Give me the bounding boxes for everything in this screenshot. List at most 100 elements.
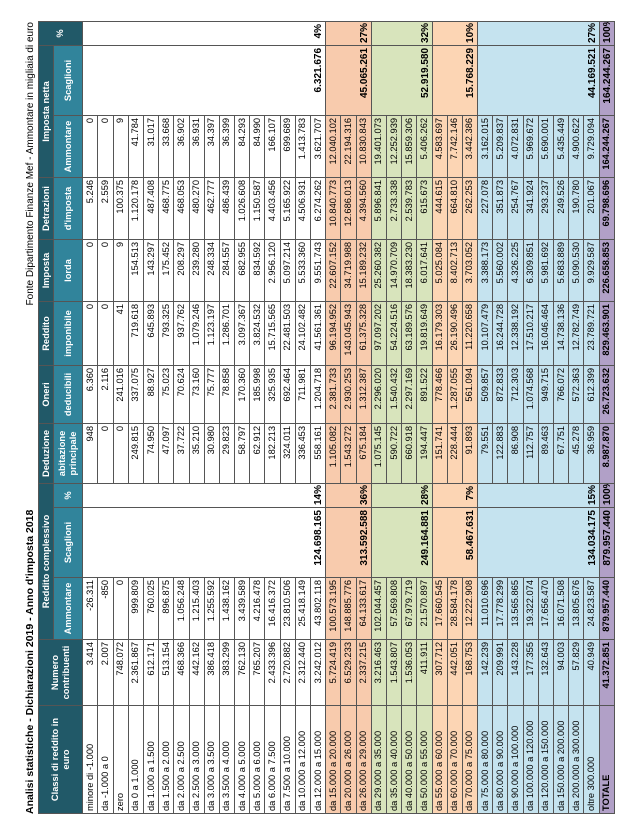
value-cell: 5.724.419 [325,639,341,706]
value-cell: 143.045.943 [340,301,357,366]
value-cell: 645.893 [143,301,159,366]
value-cell: 9 [113,115,129,178]
table-body: minore di -1.000 3.414 -26.311 124.698.165 1… [82,21,615,814]
value-cell: 664.810 [447,177,463,240]
value-cell: 228.444 [447,423,463,484]
value-cell: 0 [97,423,114,484]
value-cell: 2.116 [97,365,114,424]
percent-cell: 100% [599,21,615,46]
value-cell: 2.296.020 [371,365,387,424]
class-cell: da 3.500 a 4.000 [219,705,235,814]
value-cell: 2.930.253 [340,365,357,424]
value-cell: 949.715 [538,365,554,424]
class-cell: da 6.000 a 7.500 [264,705,281,814]
value-cell: 9.929.587 [583,239,600,302]
value-cell: 3.097.367 [234,301,250,366]
class-cell: minore di -1.000 [82,705,98,814]
value-cell: 24.102.482 [295,301,311,366]
class-cell: da 40.000 a 50.000 [401,705,417,814]
scaglioni-cell: 249.164.881 [371,507,432,578]
value-cell: 1.540.432 [386,365,402,424]
value-cell: 14.738.136 [553,301,569,366]
value-cell: 5.969.672 [523,115,539,178]
value-cell: 112.757 [523,423,539,484]
value-cell: 1.543.272 [340,423,357,484]
value-cell: 5.533.360 [295,239,311,302]
table-row: da 150.000 a 200.000 94.003 16.071.508 67.7… [553,21,569,814]
value-cell: 18.383.230 [401,239,417,302]
tax-table: Classi di reddito in euro Numero contrib… [38,21,615,814]
subheader-cell: Scaglioni [53,45,83,116]
value-cell: 58.797 [234,423,250,484]
value-cell: 69.798.696 [599,177,615,240]
value-cell: 143.297 [143,239,159,302]
value-cell: 25.260.382 [371,239,387,302]
value-cell: 29.823 [219,423,235,484]
table-row: da 4.000 a 5.000 762.130 3.439.589 58.797 17… [234,21,250,814]
value-cell: 28.584.178 [447,577,463,640]
title: Analisi statistiche - Dichiarazioni 2019… [24,509,36,814]
value-cell: 307.712 [432,639,448,706]
value-cell: 41.372.851 [599,639,615,706]
value-cell: 1.312.387 [356,365,372,424]
value-cell: 1.123.197 [204,301,220,366]
value-cell: 5.209.837 [492,115,508,178]
value-cell: 1.056.248 [173,577,189,640]
scaglioni-cell: 124.698.165 [82,507,326,578]
value-cell: 1.255.592 [204,577,220,640]
value-cell: 36.399 [219,115,235,178]
value-cell: 64.133.617 [356,577,372,640]
value-cell: 45.278 [568,423,584,484]
value-cell: 10.830.843 [356,115,372,178]
value-cell: 3.162.015 [477,115,493,178]
header-cell: Reddito complessivo [38,483,54,640]
value-cell: 2.539.783 [401,177,417,240]
value-cell: 5.981.692 [538,239,554,302]
header-cell: Classi di reddito in euro [38,705,83,814]
value-cell: 2.733.338 [386,177,402,240]
value-cell: 36.902 [173,115,189,178]
value-cell: 2.007 [97,639,114,706]
value-cell: 47.097 [158,423,174,484]
value-cell: 16.046.464 [538,301,554,366]
table-row: da 90.000 a 100.000 143.228 13.565.865 86.9… [507,21,524,814]
value-cell: 9.551.743 [310,239,326,302]
value-cell: 0 [82,301,98,366]
value-cell: 1.079.246 [189,301,205,366]
table-row: da 40.000 a 50.000 1.536.053 67.979.719 660… [401,21,417,814]
value-cell: 239.280 [189,239,205,302]
value-cell: 778.466 [432,365,448,424]
scaglioni-cell: 15.768.229 [432,45,478,116]
value-cell: 78.858 [219,365,235,424]
table-row: da 26.000 a 29.000 2.337.215 64.133.617 675… [356,21,372,814]
value-cell: -850 [97,577,114,640]
table-row: da 3.000 a 3.500 386.418 1.255.592 30.980 75… [204,21,220,814]
value-cell: 5.025.084 [432,239,448,302]
value-cell: 513.154 [158,639,174,706]
value-cell: 0 [97,301,114,366]
percent-cell: 27% [477,21,600,46]
value-cell: 5.560.002 [492,239,508,302]
value-cell: 208.297 [173,239,189,302]
scaglioni-cell: 134.034.175 [477,507,600,578]
value-cell: 765.207 [249,639,265,706]
value-cell: 468.366 [173,639,189,706]
value-cell: 88.927 [143,365,159,424]
scaglioni-cell: 6.321.676 [82,45,326,116]
table-row: da 2.000 a 2.500 468.366 1.056.248 37.722 70… [173,21,189,814]
value-cell: 2.559 [97,177,114,240]
value-cell: 5.683.889 [553,239,569,302]
value-cell: 177.355 [523,639,539,706]
table-row: da 5.000 a 6.000 765.207 4.216.478 62.912 18… [249,21,265,814]
table-row: da 50.000 a 55.000 411.911 21.570.897 194.4… [416,21,432,814]
value-cell: 241.016 [113,365,129,424]
class-cell: da 0 a 1.000 [128,705,144,814]
value-cell: 509.857 [477,365,493,424]
value-cell: 462.777 [204,177,220,240]
value-cell: 262.253 [462,177,478,240]
value-cell: 15.715.565 [264,301,281,366]
value-cell: 4.326.225 [507,239,524,302]
header-cell: Deduzione [38,423,54,484]
value-cell: 486.439 [219,177,235,240]
class-cell: da 15.000 a 20.000 [325,705,341,814]
